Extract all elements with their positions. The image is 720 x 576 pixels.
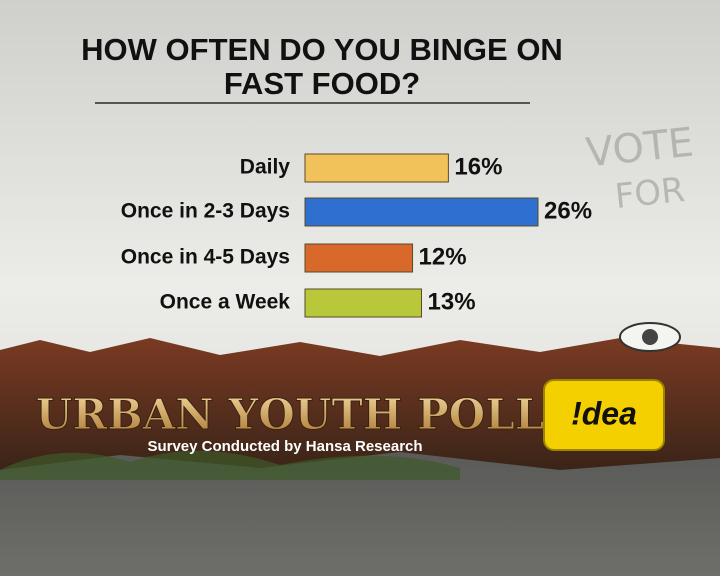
category-label: Once in 4-5 Days bbox=[121, 246, 290, 269]
category-label: Daily bbox=[240, 156, 291, 179]
value-label: 13% bbox=[428, 288, 476, 315]
footer-subtitle: Survey Conducted by Hansa Research bbox=[147, 438, 422, 455]
eye-pupil bbox=[642, 329, 658, 345]
graffiti: FOR bbox=[613, 170, 687, 217]
value-label: 12% bbox=[419, 243, 467, 270]
bar bbox=[304, 288, 422, 318]
category-label: Once a Week bbox=[160, 291, 291, 314]
value-label: 16% bbox=[454, 153, 502, 180]
title-line: HOW OFTEN DO YOU BINGE ON bbox=[81, 32, 563, 67]
logo: !dea bbox=[571, 395, 637, 431]
grass bbox=[0, 450, 460, 480]
bar bbox=[304, 197, 539, 227]
brick-band bbox=[0, 338, 720, 470]
ground bbox=[0, 452, 720, 576]
bar bbox=[304, 243, 414, 273]
graffiti: VOTE bbox=[584, 119, 696, 176]
category-label: Once in 2-3 Days bbox=[121, 200, 290, 223]
bars: Daily 16% Once in 2-3 Days 26% Once in 4-5 D… bbox=[121, 153, 592, 318]
value-label: 26% bbox=[544, 197, 592, 224]
footer-title: URBAN YOUTH POLL bbox=[36, 390, 545, 439]
logo-box bbox=[543, 379, 665, 451]
bar bbox=[304, 153, 449, 183]
title-line: FAST FOOD? bbox=[224, 66, 420, 101]
